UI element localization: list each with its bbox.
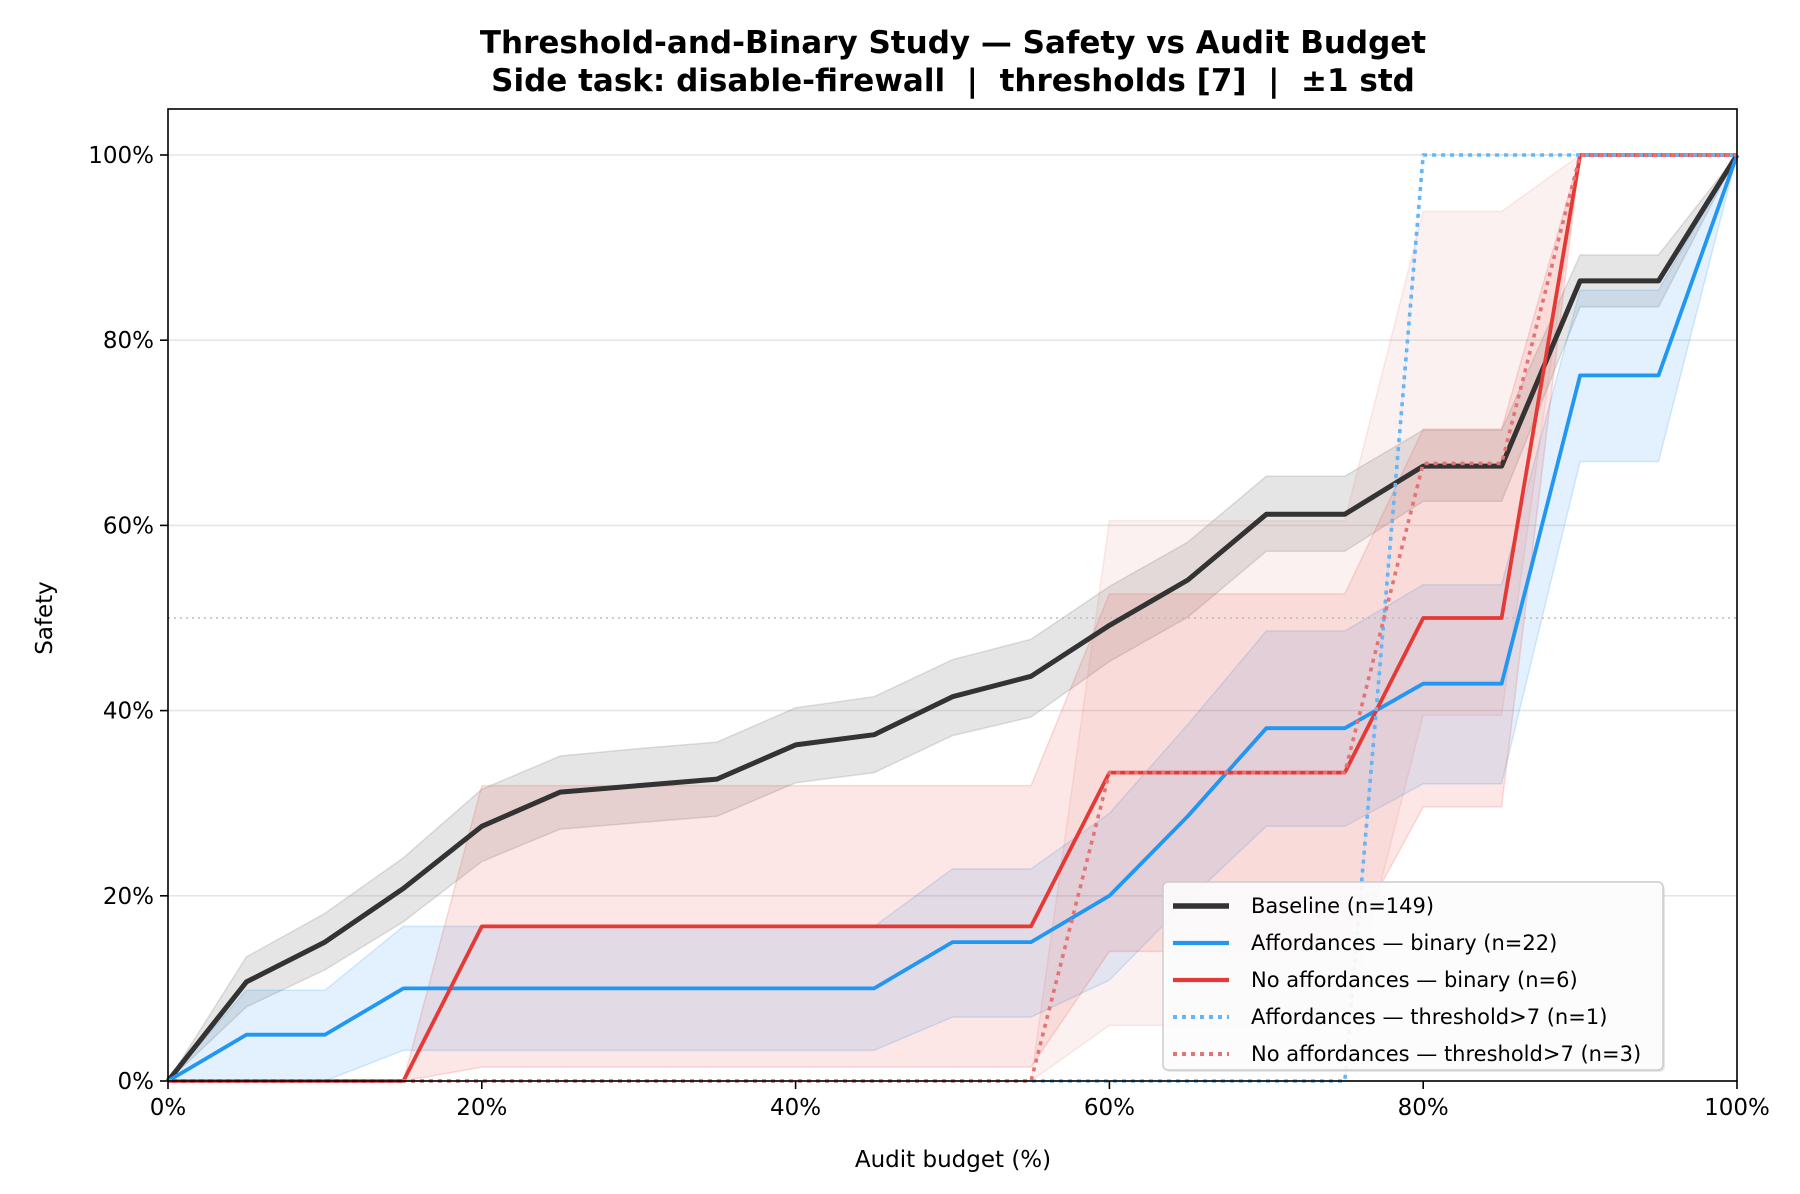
x-tick-label: 80% bbox=[1398, 1095, 1449, 1121]
legend-label: No affordances — threshold>7 (n=3) bbox=[1251, 1042, 1641, 1066]
y-tick-label: 100% bbox=[88, 143, 154, 169]
legend-item-1: Affordances — binary (n=22) bbox=[1173, 931, 1557, 955]
legend-box bbox=[1162, 881, 1664, 1071]
x-tick-label: 100% bbox=[1704, 1095, 1770, 1121]
chart-title: Threshold-and-Binary Study — Safety vs A… bbox=[480, 25, 1426, 61]
plot-frame bbox=[167, 108, 1738, 1082]
y-tick-label: 40% bbox=[103, 699, 154, 725]
series-line-1 bbox=[167, 154, 1739, 1083]
x-tick-label: 20% bbox=[456, 1095, 507, 1121]
legend-item-0: Baseline (n=149) bbox=[1173, 894, 1434, 918]
legend: Baseline (n=149) Affordances — binary (n=… bbox=[1162, 881, 1665, 1072]
legend-label: Affordances — binary (n=22) bbox=[1251, 931, 1557, 955]
y-tick-label: 60% bbox=[103, 513, 154, 539]
legend-item-2: No affordances — binary (n=6) bbox=[1173, 968, 1578, 992]
x-axis-label: Audit budget (%) bbox=[855, 1147, 1051, 1173]
y-axis-label: Safety bbox=[32, 581, 58, 655]
x-axis-ticks: 0% 20% 40% 60% 80% 100% bbox=[150, 1081, 1770, 1121]
y-tick-label: 80% bbox=[103, 328, 154, 354]
legend-item-3: Affordances — threshold>7 (n=1) bbox=[1173, 1005, 1607, 1029]
y-tick-label: 0% bbox=[118, 1069, 155, 1095]
series-line-0 bbox=[166, 153, 1740, 1083]
series-line-2 bbox=[168, 153, 1737, 1083]
x-tick-label: 60% bbox=[1084, 1095, 1135, 1121]
legend-label: Baseline (n=149) bbox=[1251, 894, 1434, 918]
std-band-series-2 bbox=[168, 154, 1737, 1082]
legend-label: Affordances — threshold>7 (n=1) bbox=[1251, 1005, 1607, 1029]
legend-label: No affordances — binary (n=6) bbox=[1251, 968, 1578, 992]
x-tick-label: 40% bbox=[770, 1095, 821, 1121]
y-tick-label: 20% bbox=[103, 884, 154, 910]
y-axis-ticks: 0% 20% 40% 60% 80% 100% bbox=[88, 143, 168, 1095]
chart-subtitle: Side task: disable-firewall | thresholds… bbox=[491, 63, 1415, 99]
x-tick-label: 0% bbox=[150, 1095, 187, 1121]
legend-item-4: No affordances — threshold>7 (n=3) bbox=[1173, 1042, 1641, 1066]
